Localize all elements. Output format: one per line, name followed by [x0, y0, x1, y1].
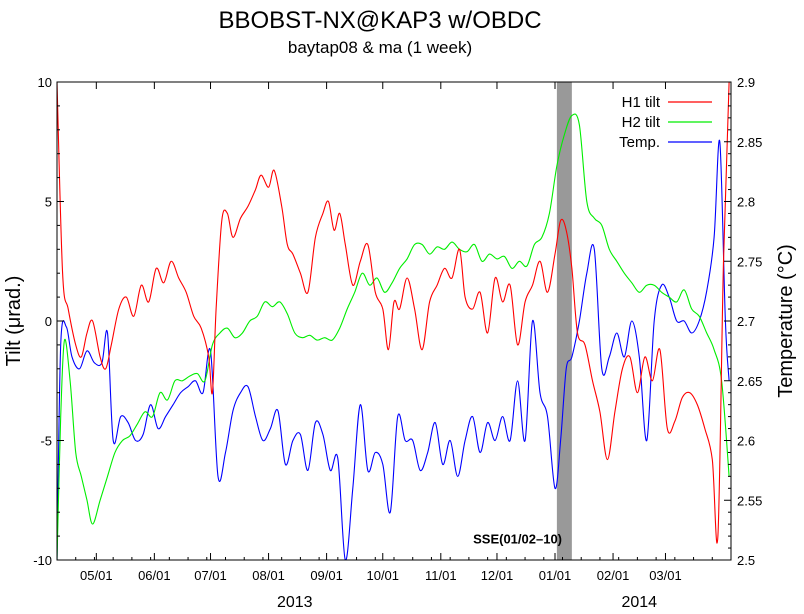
- left-tick-label: 0: [45, 314, 52, 329]
- left-tick-label: -10: [33, 553, 52, 568]
- year-label: 2013: [277, 594, 313, 611]
- left-tick-label: -5: [40, 434, 52, 449]
- y-axis-right-label: Temperature (°C): [775, 244, 797, 398]
- right-tick-label: 2.85: [737, 135, 762, 150]
- legend: H1 tilt H2 tilt Temp.: [619, 94, 712, 151]
- right-tick-label: 2.75: [737, 254, 762, 269]
- x-tick-label: 12/01: [481, 568, 514, 583]
- x-tick-label: 10/01: [366, 568, 399, 583]
- right-tick-label: 2.65: [737, 374, 762, 389]
- right-tick-label: 2.9: [737, 75, 755, 90]
- series-layer: [57, 82, 730, 560]
- legend-label-h1-tilt: H1 tilt: [622, 94, 661, 111]
- axis-layer: -10 -5 0 5 10 2.5 2.55 2.6 2.65 2.7 2.75 2.8 2.85 2.9…: [33, 75, 762, 611]
- right-tick-label: 2.5: [737, 553, 755, 568]
- plot-frame: [56, 81, 732, 561]
- year-label: 2014: [621, 594, 657, 611]
- series-line-h1-tilt: [57, 82, 730, 544]
- x-tick-label: 01/01: [539, 568, 572, 583]
- right-tick-label: 2.55: [737, 493, 762, 508]
- chart-subtitle: baytap08 & ma (1 week): [288, 38, 472, 57]
- x-tick-label: 03/01: [649, 568, 682, 583]
- left-tick-label: 5: [45, 195, 52, 210]
- x-tick-label: 02/01: [597, 568, 630, 583]
- right-tick-label: 2.6: [737, 434, 755, 449]
- legend-label-temp: Temp.: [619, 134, 660, 151]
- chart-title: BBOBST-NX@KAP3 w/OBDC: [218, 7, 541, 34]
- x-tick-label: 06/01: [138, 568, 171, 583]
- left-tick-label: 10: [38, 75, 52, 90]
- x-tick-label: 08/01: [252, 568, 285, 583]
- sse-annotation: SSE(01/02–10): [473, 531, 562, 546]
- x-tick-label: 05/01: [80, 568, 113, 583]
- series-line-temp: [57, 139, 730, 560]
- x-tick-label: 09/01: [310, 568, 343, 583]
- right-tick-label: 2.7: [737, 314, 755, 329]
- series-line-h2-tilt: [57, 113, 730, 560]
- right-tick-label: 2.8: [737, 195, 755, 210]
- y-axis-left-label: Tilt (μrad.): [3, 276, 25, 367]
- legend-label-h2-tilt: H2 tilt: [622, 114, 661, 131]
- x-tick-label: 11/01: [425, 568, 457, 583]
- x-tick-label: 07/01: [194, 568, 227, 583]
